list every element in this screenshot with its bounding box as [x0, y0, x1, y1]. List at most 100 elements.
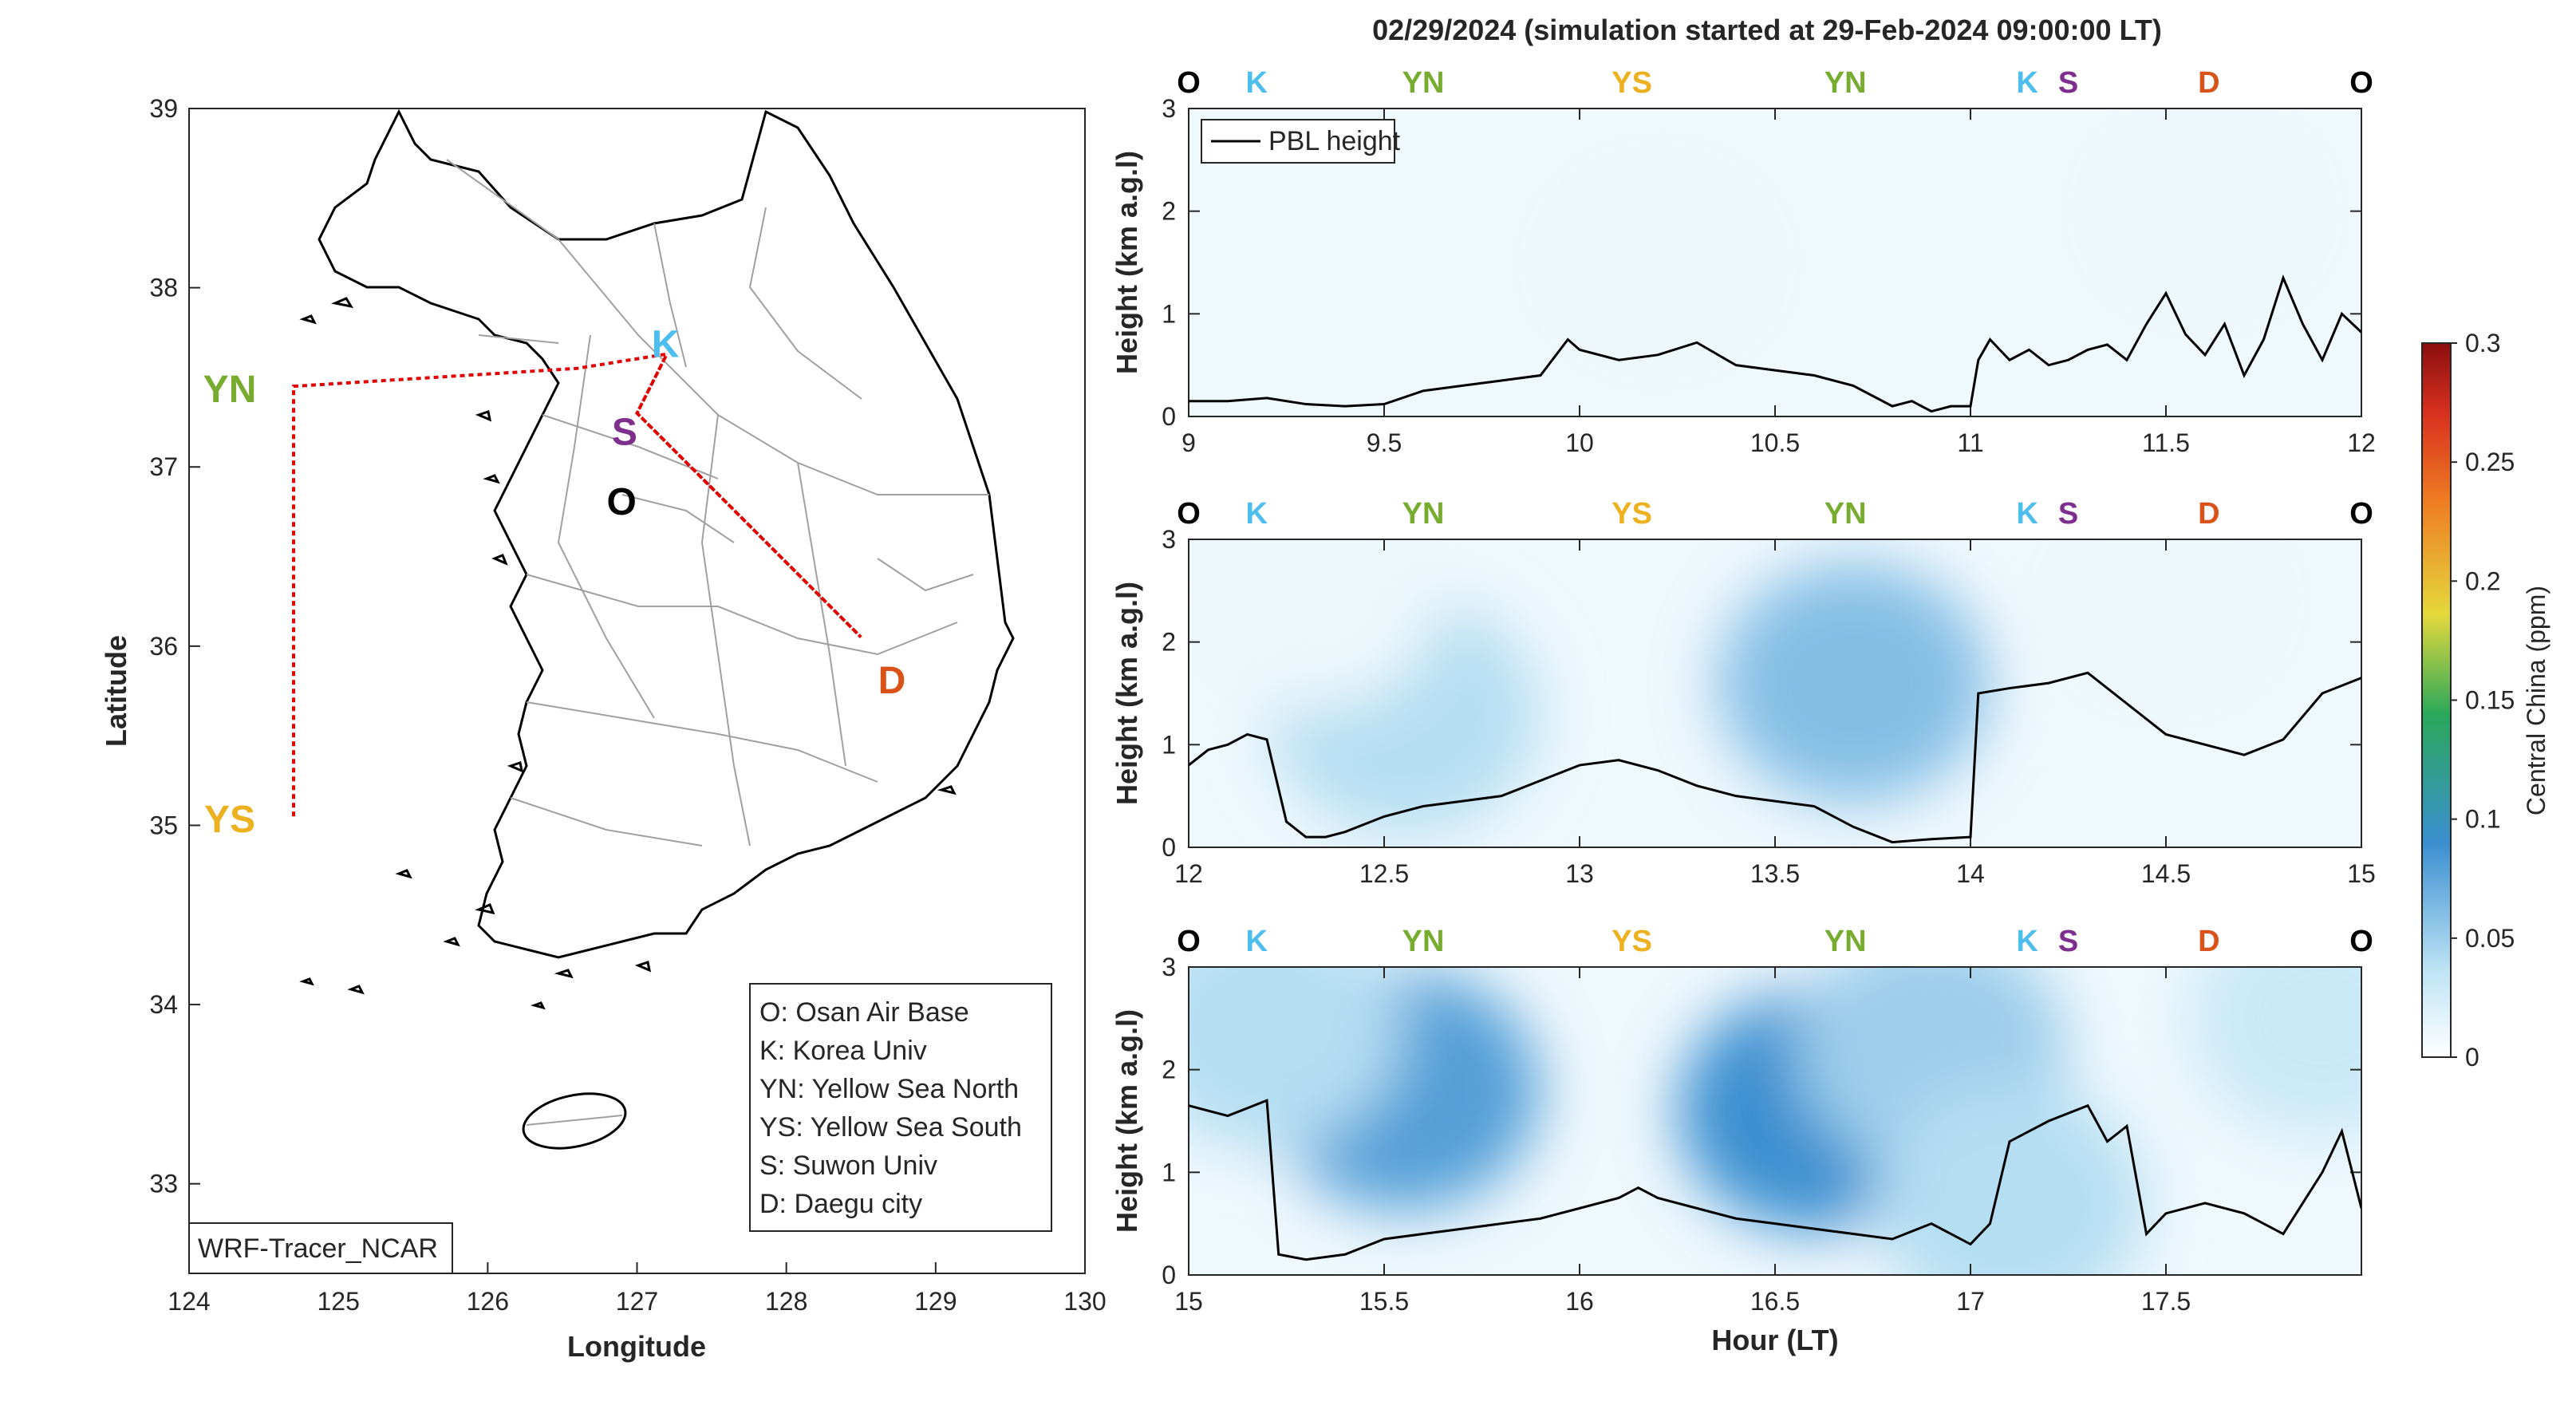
route-marker: YS: [1611, 66, 1652, 100]
route-marker: YN: [1825, 66, 1867, 100]
tracer-plume: [1522, 143, 1793, 382]
route-marker: YN: [1402, 66, 1445, 100]
pbl-legend-label: PBL height: [1268, 126, 1401, 156]
colorbar-ticks: 0 0.05 0.1 0.15 0.2 0.25 0.3: [2451, 329, 2515, 1072]
site-label-ys: YS: [204, 799, 255, 841]
tracer-curtain: [1189, 967, 2361, 1275]
xtick-label: 10: [1565, 428, 1594, 457]
map-ytick-label: 39: [149, 94, 178, 123]
route-marker: O: [1177, 497, 1201, 531]
panel-ylabel: Height (km a.g.l): [1110, 151, 1143, 374]
xtick-label: 11: [1957, 428, 1983, 457]
route-marker: O: [2349, 925, 2373, 958]
map-xtick-label: 127: [616, 1287, 658, 1316]
site-legend-entry: O: Osan Air Base: [759, 997, 969, 1028]
xtick-label: 14: [1956, 859, 1985, 888]
ytick-label: 2: [1162, 628, 1176, 657]
tracer-curtain: [1189, 539, 2361, 847]
jeju-boundary: [526, 1115, 623, 1126]
colorbar-tick-label: 0.05: [2465, 924, 2515, 953]
colorbar-tick-label: 0.25: [2465, 448, 2515, 476]
route-marker: O: [1177, 925, 1201, 958]
route-marker: K: [2016, 66, 2038, 100]
site-legend-entry: D: Daegu city: [759, 1189, 922, 1219]
tracer-plume: [1874, 1083, 2145, 1275]
route-marker: YN: [1402, 925, 1445, 958]
pbl-height-line: [1189, 274, 2361, 413]
ytick-label: 2: [1162, 197, 1176, 226]
map-ytick-label: 37: [149, 452, 178, 481]
xtick-label: 17.5: [2141, 1287, 2191, 1316]
xtick-label: 10.5: [1750, 428, 1800, 457]
site-labels: K SO D YN YS: [203, 324, 906, 842]
map-ticks: 124 125 126 127 128 129 130 33 34 35 36 37 38 39: [149, 94, 1106, 1316]
map-ytick-label: 34: [149, 990, 178, 1019]
tracer-plume: [2069, 109, 2341, 331]
xtick-label: 15.5: [1359, 1287, 1409, 1316]
route-marker: K: [1246, 925, 1268, 958]
xtick-label: 13: [1565, 859, 1594, 888]
ytick-label: 3: [1162, 953, 1176, 981]
xtick-label: 9.5: [1367, 428, 1402, 457]
ytick-label: 3: [1162, 94, 1176, 123]
route-marker: YN: [1402, 497, 1445, 531]
route-marker: D: [2198, 497, 2219, 531]
site-label-d: D: [878, 660, 906, 702]
colorbar-tick-label: 0.2: [2465, 566, 2500, 595]
colorbar-tick-label: 0.1: [2465, 805, 2500, 834]
route-marker: K: [1246, 497, 1268, 531]
colorbar-label: Central China (ppm): [2522, 586, 2550, 815]
pbl-height-line: [1189, 1099, 2361, 1261]
curtain-panel-3: 15 15.5 16 16.5 17 17.5 0 1 2 3 Height (km a.g.l) H…: [1110, 925, 2373, 1356]
ytick-label: 2: [1162, 1056, 1176, 1084]
peninsula-outline: [318, 109, 1015, 959]
xtick-label: 12: [1174, 859, 1203, 888]
colorbar-tick-label: 0.15: [2465, 686, 2515, 715]
ytick-label: 0: [1162, 1261, 1176, 1289]
ytick-label: 0: [1162, 402, 1176, 431]
xtick-label: 17: [1956, 1287, 1985, 1316]
map-panel: 124 125 126 127 128 129 130 33 34 35 36 37 38 39: [100, 94, 1107, 1363]
xtick-label: 16.5: [1750, 1287, 1800, 1316]
map-ytick-label: 33: [149, 1170, 178, 1198]
route-marker: K: [1246, 66, 1268, 100]
map-xtick-label: 129: [914, 1287, 957, 1316]
route-marker: K: [2016, 497, 2038, 531]
route-marker: S: [2058, 66, 2078, 100]
route-marker: O: [2349, 497, 2373, 531]
route-marker: S: [2058, 925, 2078, 958]
map-xtick-label: 128: [765, 1287, 807, 1316]
pbl-height-line: [1189, 671, 2361, 844]
route-marker: YS: [1611, 925, 1652, 958]
site-legend-entry: K: Korea Univ: [759, 1036, 927, 1066]
map-xtick-label: 130: [1063, 1287, 1106, 1316]
site-label-o: O: [606, 481, 636, 523]
xtick-label: 12.5: [1359, 859, 1409, 888]
tracer-plume: [1718, 563, 1989, 803]
panel-xlabel: Hour (LT): [1711, 1324, 1838, 1356]
province-boundaries: [446, 159, 989, 847]
site-legend-box: [749, 983, 1052, 1232]
route-marker: D: [2198, 66, 2219, 100]
route-marker: K: [2016, 925, 2038, 958]
colorbar-tick-label: 0: [2465, 1043, 2479, 1072]
route-marker: S: [2058, 497, 2078, 531]
ytick-label: 1: [1162, 299, 1176, 328]
site-label-yn: YN: [203, 369, 257, 411]
site-label-s: S: [612, 411, 637, 453]
panel-ylabel: Height (km a.g.l): [1110, 582, 1143, 805]
map-xtick-label: 125: [317, 1287, 359, 1316]
map-ytick-label: 38: [149, 274, 178, 302]
map-ytick-label: 35: [149, 811, 178, 839]
colorbar: 0 0.05 0.1 0.15 0.2 0.25 0.3 Central China (pp…: [2421, 329, 2550, 1072]
tracer-plume: [2030, 539, 2302, 721]
route-marker: YS: [1611, 497, 1652, 531]
map-ylabel: Latitude: [100, 635, 132, 747]
xtick-label: 15: [2347, 859, 2376, 888]
colorbar-ramp: [2421, 342, 2452, 1058]
route-marker: O: [1177, 66, 1201, 100]
ytick-label: 0: [1162, 833, 1176, 862]
xtick-label: 13.5: [1750, 859, 1800, 888]
